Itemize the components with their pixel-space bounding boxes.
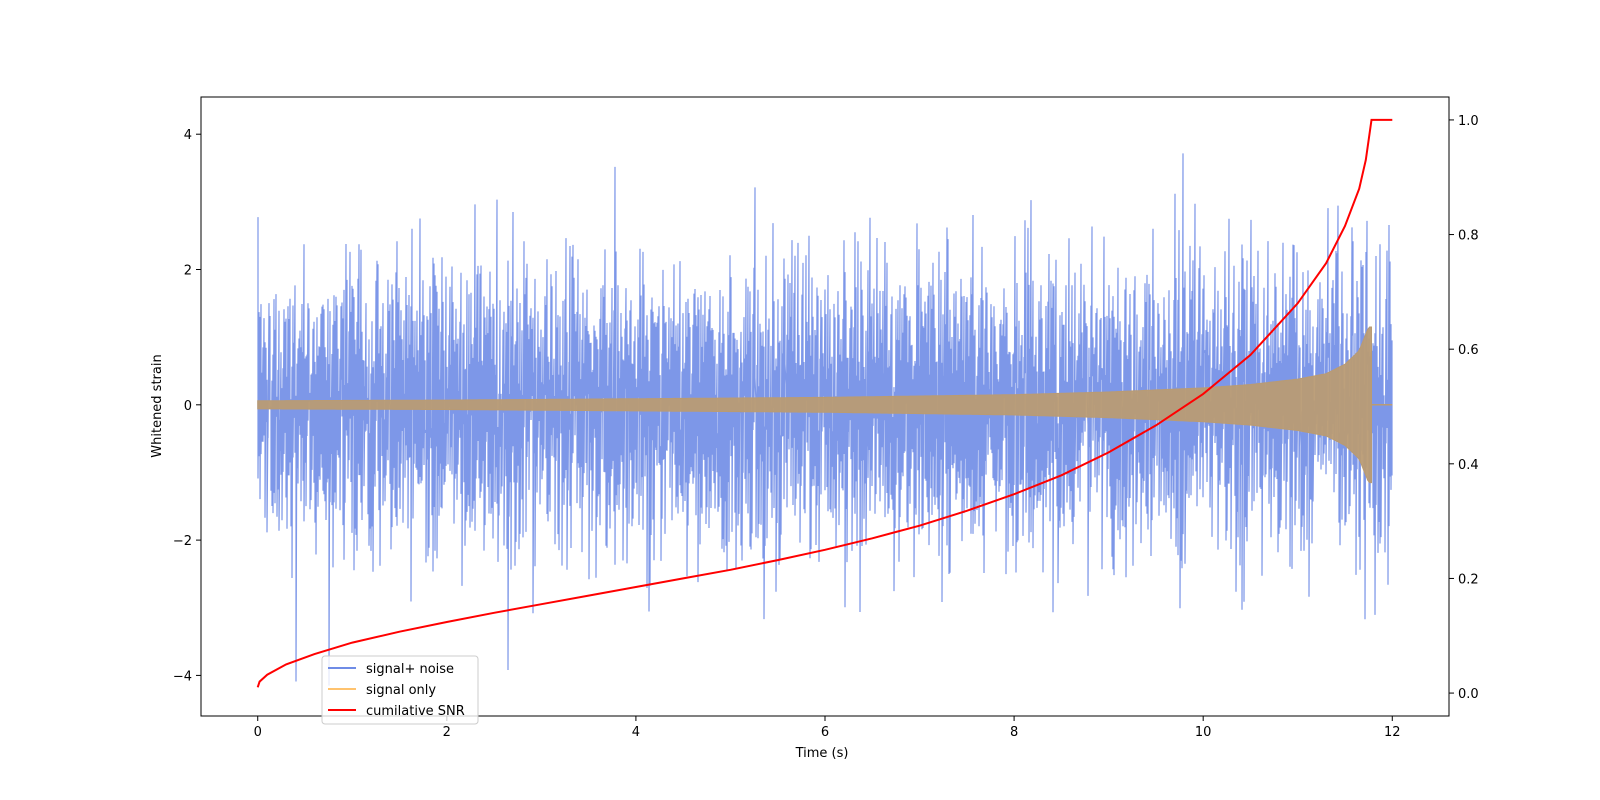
legend: signal+ noise signal only cumilative SNR bbox=[321, 655, 479, 725]
y-tick-label: 4 bbox=[184, 128, 192, 143]
legend-box bbox=[321, 655, 479, 725]
legend-label-signal-only: signal only bbox=[366, 683, 436, 698]
y2-tick-label: 0.0 bbox=[1458, 687, 1479, 702]
x-tick-label: 12 bbox=[1384, 725, 1401, 740]
y-axis-right: 0.0 0.2 0.4 0.6 0.8 1.0 bbox=[1449, 114, 1479, 702]
x-tick-label: 0 bbox=[254, 725, 262, 740]
x-tick-label: 4 bbox=[632, 725, 640, 740]
legend-label-cumulative-snr: cumilative SNR bbox=[366, 704, 465, 719]
series-signal-noise bbox=[257, 153, 1393, 686]
y2-tick-label: 0.4 bbox=[1458, 458, 1479, 473]
y-tick-label: 0 bbox=[184, 399, 192, 414]
y-tick-label: −2 bbox=[173, 534, 192, 549]
plot-area bbox=[256, 118, 1393, 688]
series-cumulative-snr bbox=[256, 118, 1393, 688]
y-tick-label: −4 bbox=[173, 669, 192, 684]
y2-tick-label: 0.2 bbox=[1458, 572, 1479, 587]
x-axis: 0 2 4 6 8 10 12 bbox=[254, 716, 1401, 740]
y2-tick-label: 1.0 bbox=[1458, 114, 1479, 129]
x-tick-label: 10 bbox=[1195, 725, 1212, 740]
legend-label-signal-noise: signal+ noise bbox=[366, 662, 454, 677]
y-axis-left: −4 −2 0 2 4 bbox=[173, 128, 201, 684]
y-axis-label: Whitened strain bbox=[150, 354, 165, 457]
x-tick-label: 2 bbox=[443, 725, 451, 740]
x-tick-label: 8 bbox=[1010, 725, 1018, 740]
series-signal-only bbox=[257, 326, 1372, 484]
y2-tick-label: 0.8 bbox=[1458, 229, 1479, 244]
x-tick-label: 6 bbox=[821, 725, 829, 740]
y-tick-label: 2 bbox=[184, 264, 192, 279]
x-axis-label: Time (s) bbox=[795, 746, 849, 761]
y2-tick-label: 0.6 bbox=[1458, 343, 1479, 358]
